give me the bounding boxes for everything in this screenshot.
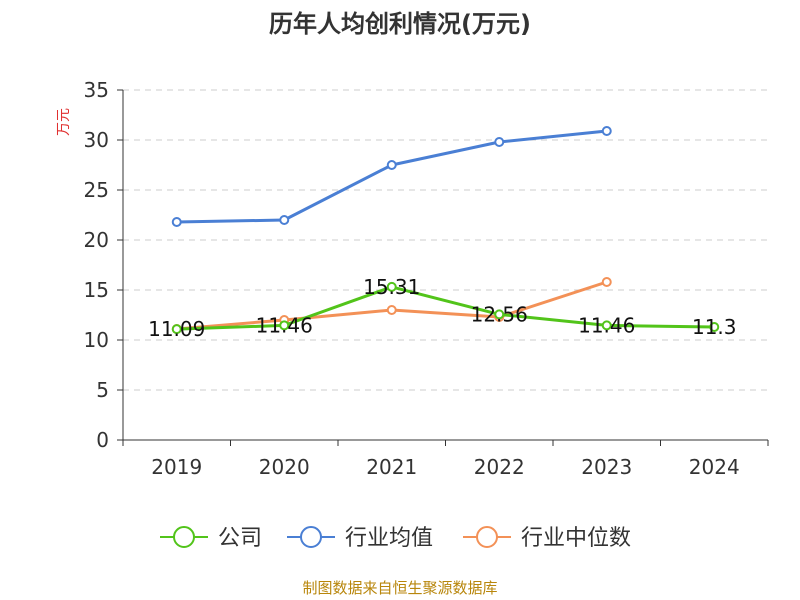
legend-marker-行业均值 bbox=[300, 526, 322, 548]
x-tick-label-2019: 2019 bbox=[151, 455, 202, 479]
data-label-2022: 12.56 bbox=[471, 302, 528, 326]
legend-marker-行业中位数 bbox=[476, 526, 498, 548]
data-label-2020: 11.46 bbox=[256, 313, 313, 337]
series-line-公司 bbox=[176, 285, 715, 331]
label-layer: 11.09 11.46 15.31 12.56 11.46 11.3 bbox=[148, 275, 736, 341]
data-point-公司-2021 bbox=[386, 281, 397, 292]
data-point-行业中位数-2021 bbox=[386, 305, 397, 315]
data-point-行业均值-2020 bbox=[279, 215, 290, 225]
y-axis-label: 万元 bbox=[56, 108, 72, 136]
data-point-公司-2022 bbox=[494, 309, 505, 320]
data-label-2023: 11.46 bbox=[578, 313, 635, 337]
data-point-公司-2023 bbox=[601, 320, 612, 331]
data-point-行业均值-2019 bbox=[171, 217, 182, 227]
x-tick-label-2023: 2023 bbox=[581, 455, 632, 479]
data-point-行业中位数-2023 bbox=[601, 277, 612, 287]
y-tick-label: 10 bbox=[84, 328, 109, 352]
source-note: 制图数据来自恒生聚源数据库 bbox=[302, 579, 498, 597]
data-label-2024: 11.3 bbox=[692, 315, 737, 339]
y-tick-label: 30 bbox=[84, 128, 109, 152]
x-tick-label-2021: 2021 bbox=[366, 455, 417, 479]
chart-title: 历年人均创利情况(万元) bbox=[269, 10, 531, 38]
axis-layer: 0 5 10 15 20 25 30 35 2019 2020 2021 2022 2023 2024 万元 bbox=[56, 78, 769, 479]
grid-layer bbox=[123, 89, 768, 391]
legend-label-公司: 公司 bbox=[218, 526, 262, 551]
data-point-行业均值-2023 bbox=[601, 126, 612, 136]
data-point-行业均值-2022 bbox=[494, 137, 505, 147]
data-point-公司-2019 bbox=[171, 324, 182, 335]
legend-layer: 公司 行业均值 行业中位数 bbox=[160, 526, 631, 551]
series-line-行业均值 bbox=[176, 129, 607, 224]
legend-label-行业中位数: 行业中位数 bbox=[521, 526, 631, 551]
y-tick-label: 25 bbox=[84, 178, 109, 202]
data-point-公司-2024 bbox=[709, 322, 720, 332]
data-label-2021: 15.31 bbox=[363, 275, 420, 299]
data-point-公司-2020 bbox=[279, 320, 290, 331]
y-tick-label: 15 bbox=[84, 278, 109, 302]
y-tick-label: 20 bbox=[84, 228, 109, 252]
data-label-2019: 11.09 bbox=[148, 317, 205, 341]
x-tick-label-2020: 2020 bbox=[259, 455, 310, 479]
y-tick-label: 5 bbox=[96, 378, 109, 402]
series-layer bbox=[171, 126, 720, 335]
y-tick-label: 35 bbox=[84, 78, 109, 102]
data-point-行业均值-2021 bbox=[386, 160, 397, 170]
x-tick-label-2024: 2024 bbox=[689, 455, 740, 479]
legend-label-行业均值: 行业均值 bbox=[345, 526, 433, 551]
y-tick-label: 0 bbox=[96, 428, 109, 452]
x-tick-label-2022: 2022 bbox=[474, 455, 525, 479]
legend-marker-公司 bbox=[173, 526, 195, 548]
